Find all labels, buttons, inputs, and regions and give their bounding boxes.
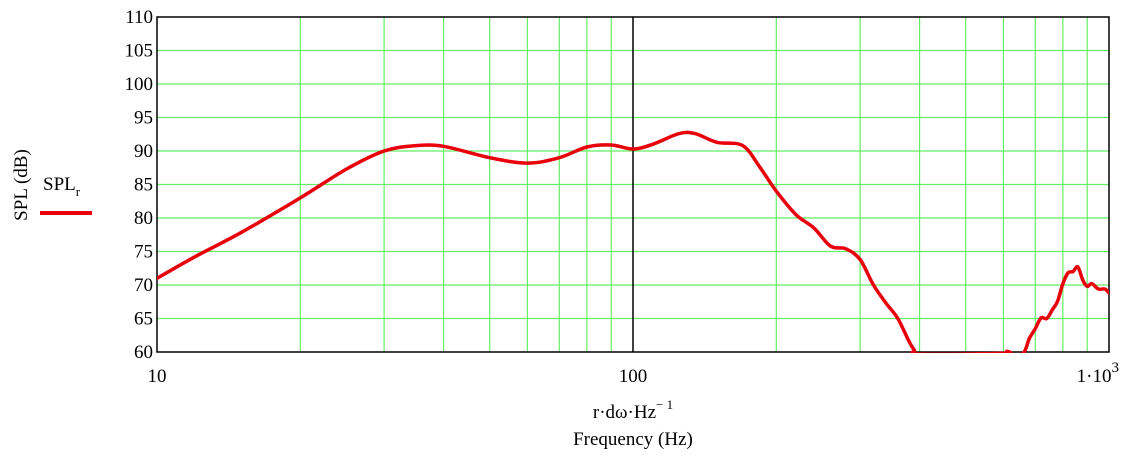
y-tick-label: 60 [134, 342, 153, 363]
plot-frame [156, 16, 1110, 353]
y-tick-label: 80 [134, 208, 153, 229]
grid-lines [157, 17, 1109, 352]
y-tick-labels: 60 65 70 75 80 85 90 95 100 105 110 [125, 7, 154, 363]
legend-series-name: SPL [43, 174, 76, 195]
series-lines [157, 130, 1109, 353]
legend-series-label: SPLr [43, 174, 81, 199]
x-axis-expression-superscript: − 1 [656, 397, 673, 412]
x-axis-expression: r·dω·Hz− 1 [593, 397, 673, 423]
x-axis-expression-base: r·dω·Hz [593, 402, 656, 423]
x-tick-label: 1·103 [1077, 360, 1119, 387]
x-tick-labels: 10 100 1·103 [148, 360, 1120, 387]
y-tick-label: 70 [134, 275, 153, 296]
x-axis-label: Frequency (Hz) [573, 429, 693, 450]
y-tick-label: 100 [125, 74, 154, 95]
y-tick-label: 75 [134, 242, 153, 263]
legend: SPLr [40, 174, 92, 215]
y-tick-label: 105 [125, 41, 154, 62]
y-tick-label: 65 [134, 309, 153, 330]
y-tick-label: 85 [134, 175, 153, 196]
x-tick-label: 10 [148, 366, 167, 387]
x-tick-label: 100 [619, 366, 648, 387]
y-tick-label: 95 [134, 108, 153, 129]
y-tick-label: 110 [125, 7, 153, 28]
legend-series-subscript: r [76, 184, 81, 199]
y-tick-label: 90 [134, 141, 153, 162]
y-axis-label: SPL (dB) [11, 149, 32, 221]
series-line-spl [157, 130, 1109, 353]
